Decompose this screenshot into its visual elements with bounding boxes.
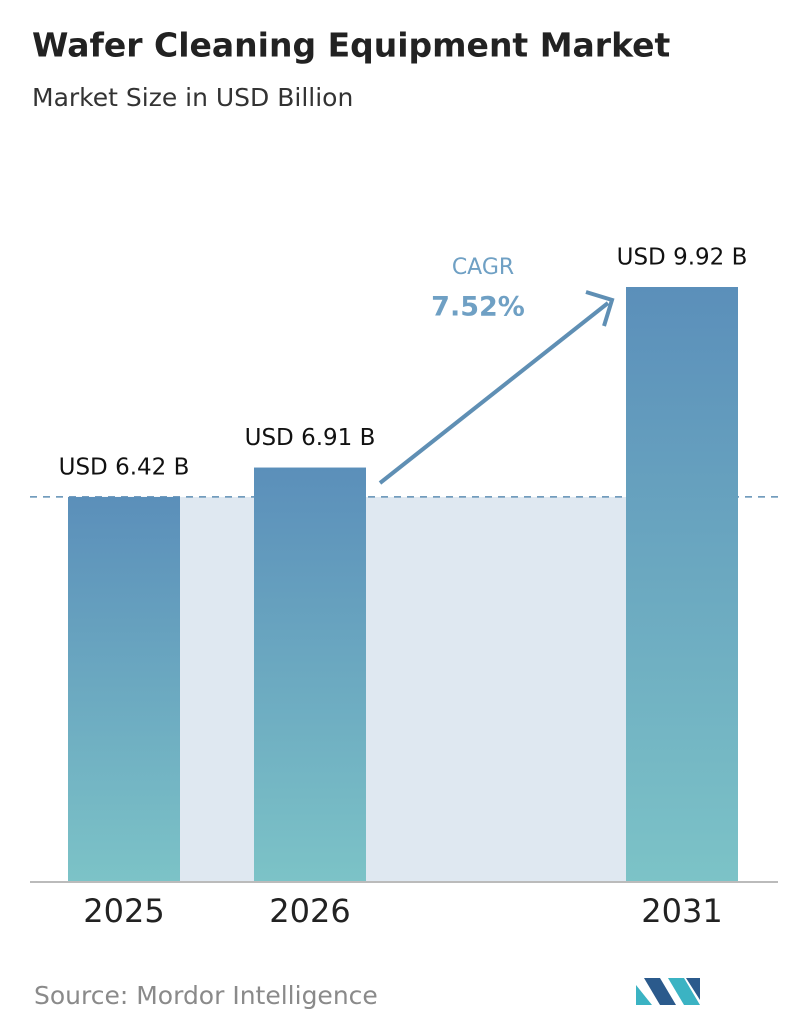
chart-title: Wafer Cleaning Equipment Market [32, 26, 671, 65]
value-label: USD 9.92 B [617, 245, 748, 271]
value-label: USD 6.42 B [59, 454, 190, 480]
bar [254, 467, 366, 882]
bar [626, 287, 738, 882]
x-tick-label: 2025 [83, 892, 164, 930]
x-tick-label: 2026 [269, 892, 350, 930]
plot-area: USD 6.42 B 2025 USD 6.91 B 2026 USD 9.92 B 20… [30, 245, 780, 930]
cagr-label: CAGR [452, 255, 514, 280]
chart-subtitle: Market Size in USD Billion [32, 83, 353, 112]
x-tick-label: 2031 [641, 892, 722, 930]
bar [68, 496, 180, 882]
reference-band [180, 496, 626, 882]
cagr-arrow [378, 301, 610, 485]
cagr-value: 7.52% [431, 292, 525, 323]
logo [636, 978, 700, 1005]
source: Source: Mordor Intelligence [34, 981, 378, 1010]
value-label: USD 6.91 B [245, 425, 376, 451]
cagr-arrowhead [585, 290, 615, 327]
